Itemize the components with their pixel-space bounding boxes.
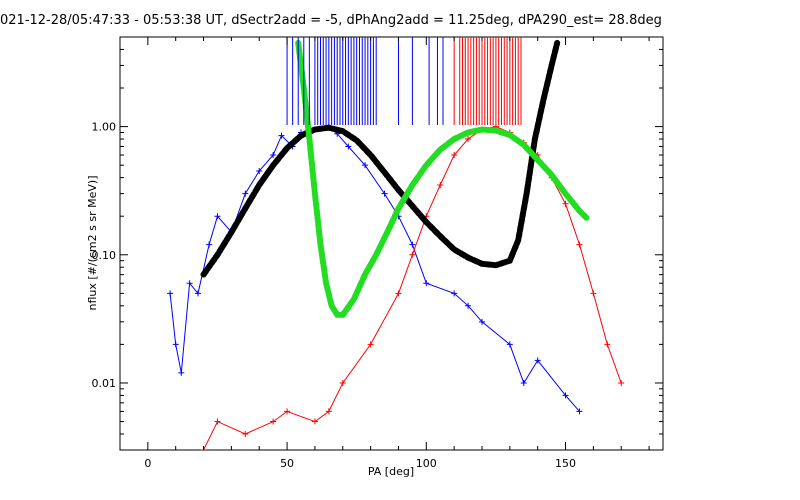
blue-data-point bbox=[451, 290, 458, 297]
y-tick-label: 0.10 bbox=[92, 249, 117, 262]
blue-data-point bbox=[520, 379, 527, 386]
red-data-point bbox=[562, 200, 569, 207]
red-data-point bbox=[604, 341, 611, 348]
red-data-point bbox=[465, 136, 472, 143]
blue-data-point bbox=[278, 132, 285, 139]
plot-frame bbox=[119, 36, 664, 451]
red-data-point bbox=[437, 182, 444, 189]
blue-data-point bbox=[242, 190, 249, 197]
blue-data-point bbox=[362, 162, 369, 169]
blue-data-point bbox=[506, 341, 513, 348]
blue-data-point bbox=[186, 280, 193, 287]
red-data-point bbox=[311, 418, 318, 425]
red-data-point bbox=[284, 408, 291, 415]
red-data-point bbox=[590, 290, 597, 297]
blue-data-line bbox=[169, 126, 580, 412]
red-data-point bbox=[214, 418, 221, 425]
blue-data-point bbox=[214, 213, 221, 220]
blue-data-point bbox=[576, 408, 583, 415]
plot-area bbox=[119, 36, 664, 451]
blue-data-point bbox=[256, 168, 263, 175]
blue-data-point bbox=[172, 341, 179, 348]
red-data-point bbox=[576, 241, 583, 248]
series-layer bbox=[167, 39, 625, 450]
blue-data-point bbox=[167, 290, 174, 297]
red-data-point bbox=[395, 290, 402, 297]
blue-data-point bbox=[178, 369, 185, 376]
red-data-point bbox=[270, 418, 277, 425]
red-data-point bbox=[339, 379, 346, 386]
x-tick-label: 100 bbox=[416, 457, 437, 470]
red-data-line bbox=[203, 126, 622, 450]
x-tick-label: 0 bbox=[144, 457, 151, 470]
x-axis-label: PA [deg] bbox=[368, 465, 414, 478]
red-data-point bbox=[242, 430, 249, 437]
blue-data-point bbox=[409, 241, 416, 248]
blue-data-point bbox=[206, 241, 213, 248]
blue-data-point bbox=[345, 143, 352, 150]
black-model-curve bbox=[200, 39, 561, 278]
blue-data-point bbox=[194, 290, 201, 297]
y-tick-label: 0.01 bbox=[92, 377, 117, 390]
blue-data-point bbox=[562, 392, 569, 399]
x-tick-label: 150 bbox=[555, 457, 576, 470]
chart-title: 021-12-28/05:47:33 - 05:53:38 UT, dSectr… bbox=[0, 13, 662, 28]
green-model-curve bbox=[295, 39, 591, 318]
x-tick-label: 50 bbox=[280, 457, 294, 470]
red-data-point bbox=[367, 341, 374, 348]
blue-data-point bbox=[465, 302, 472, 309]
blue-data-point bbox=[534, 357, 541, 364]
y-axis-label: nflux [#/(cm2 s sr MeV)] bbox=[86, 176, 99, 311]
tickmark-layer bbox=[286, 37, 522, 125]
blue-data-point bbox=[381, 190, 388, 197]
blue-data-point bbox=[423, 280, 430, 287]
red-data-point bbox=[451, 152, 458, 159]
y-tick-label: 1.00 bbox=[92, 121, 117, 134]
red-data-point bbox=[409, 251, 416, 258]
axes-layer: 0 50 100 150 1.00 0.10 0.01 bbox=[92, 36, 663, 470]
blue-data-point bbox=[479, 318, 485, 325]
red-data-point bbox=[325, 408, 332, 415]
blue-data-point bbox=[270, 152, 277, 159]
red-data-point bbox=[618, 379, 625, 386]
